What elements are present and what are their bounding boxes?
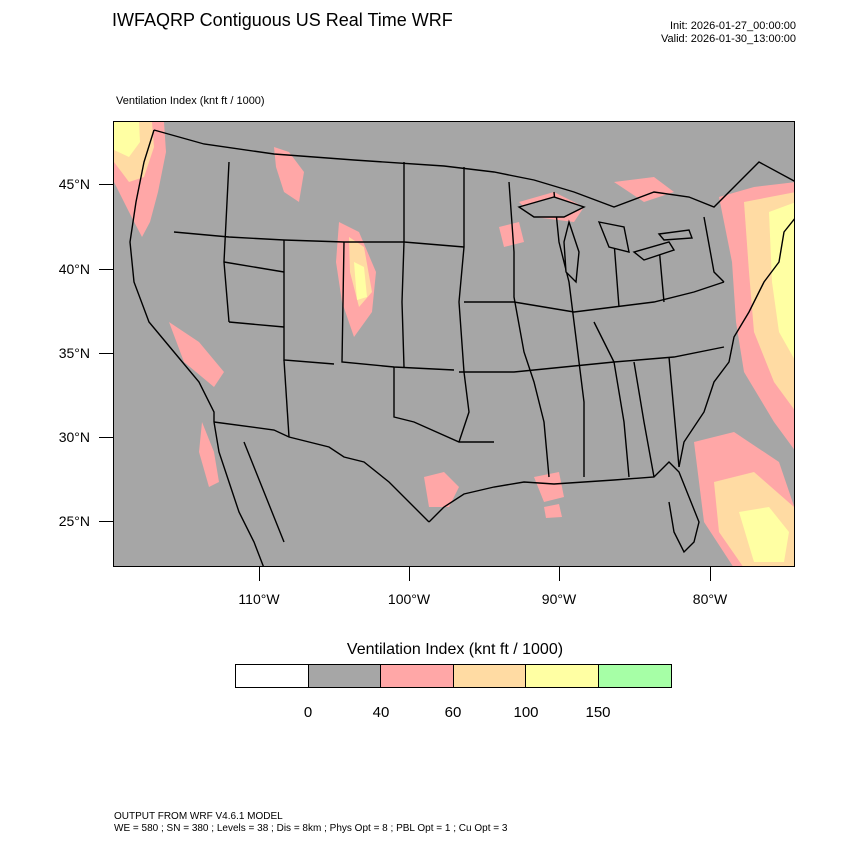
lon-label-110w: 110°W [238,591,280,607]
footer-config-line: WE = 580 ; SN = 380 ; Levels = 38 ; Dis … [114,823,508,834]
lat-label-30n: 30°N [58,429,90,445]
lat-label-40n: 40°N [58,261,90,277]
lat-tick [99,184,113,185]
legend-swatch [525,664,599,688]
lat-label-45n: 45°N [58,176,90,192]
lon-tick [259,567,260,581]
legend-swatch [307,664,382,688]
footer-model-line: OUTPUT FROM WRF V4.6.1 MODEL [114,811,283,822]
lat-tick [99,269,113,270]
boundary-lines [129,129,794,566]
legend-swatch [597,664,672,688]
legend-title: Ventilation Index (knt ft / 1000) [346,641,564,658]
legend-swatch [452,664,527,688]
lat-label-25n: 25°N [58,513,90,529]
init-time: Init: 2026-01-27_00:00:00 [670,20,796,32]
lon-label-90w: 90°W [541,591,577,607]
legend-value-60: 60 [444,704,462,721]
legend-colorbar [235,664,672,688]
lat-tick [99,353,113,354]
lon-tick [559,567,560,581]
lat-label-35n: 35°N [58,345,90,361]
legend-value-0: 0 [303,704,313,721]
legend-value-100: 100 [513,704,539,721]
legend-swatch [380,664,454,688]
lon-tick [409,567,410,581]
vent-index-100-150-areas [114,122,794,562]
map-graphic [114,122,794,566]
legend-value-150: 150 [585,704,611,721]
lon-label-100w: 100°W [387,591,431,607]
legend-swatch [235,664,309,688]
great-lakes [517,196,693,284]
valid-time: Valid: 2026-01-30_13:00:00 [661,33,796,45]
page-title: IWFAQRP Contiguous US Real Time WRF [112,10,453,30]
legend-value-40: 40 [372,704,390,721]
field-label: Ventilation Index (knt ft / 1000) [116,95,265,107]
lat-tick [99,437,113,438]
lon-label-80w: 80°W [692,591,728,607]
map-panel [113,121,795,567]
lon-tick [710,567,711,581]
lat-tick [99,521,113,522]
